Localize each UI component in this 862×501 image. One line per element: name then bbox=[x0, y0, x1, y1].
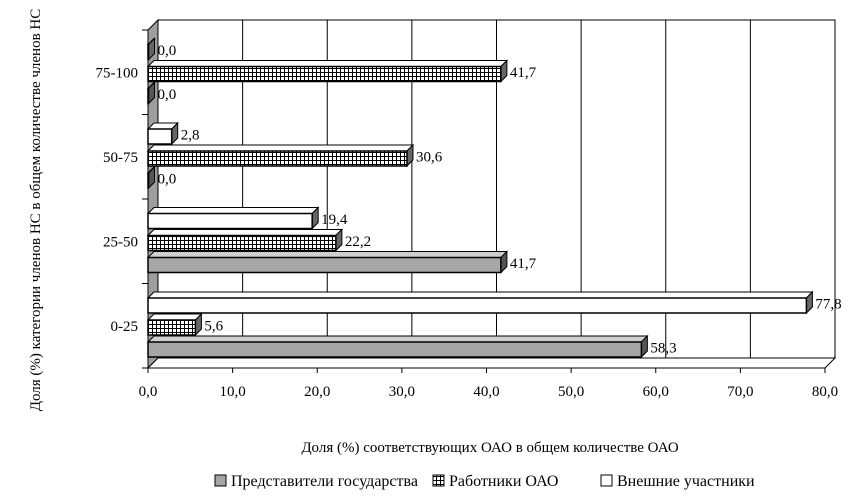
legend-label: Представители государства bbox=[231, 473, 418, 490]
x-tick-label: 20,0 bbox=[304, 384, 330, 400]
bar bbox=[146, 121, 179, 146]
bar bbox=[146, 312, 203, 337]
legend-swatch bbox=[214, 474, 227, 487]
y-tick-label: 0-25 bbox=[111, 319, 139, 335]
y-axis-title: Доля (%) категории членов НС в общем кол… bbox=[28, 9, 44, 412]
data-label: 41,7 bbox=[510, 256, 537, 272]
data-label: 0,0 bbox=[158, 87, 177, 103]
legend-swatch bbox=[600, 474, 613, 487]
x-axis-title: Доля (%) соответствующих ОАО в общем кол… bbox=[301, 440, 678, 456]
bar bbox=[146, 143, 415, 168]
legend: Представители государства Работники ОАО Вн… bbox=[214, 473, 755, 490]
data-label: 41,7 bbox=[510, 65, 537, 81]
x-tick-label: 70,0 bbox=[727, 384, 753, 400]
data-label: 22,2 bbox=[345, 234, 371, 250]
bar bbox=[146, 81, 156, 105]
bar bbox=[146, 165, 156, 190]
bar bbox=[146, 37, 156, 61]
bar bbox=[146, 228, 344, 252]
x-tick-label: 50,0 bbox=[558, 384, 584, 400]
legend-item: Внешние участники bbox=[600, 473, 755, 490]
floor bbox=[146, 357, 837, 369]
y-tick-label: 75-100 bbox=[96, 65, 139, 81]
y-tick-label: 25-50 bbox=[103, 234, 138, 250]
bar bbox=[146, 59, 509, 83]
x-tick-label: 30,0 bbox=[389, 384, 415, 400]
data-label: 5,6 bbox=[204, 319, 223, 335]
legend-swatch bbox=[432, 474, 445, 487]
x-tick-labels: 0,0 10,0 20,0 30,0 40,0 50,0 60,0 70,0 80,0 bbox=[139, 368, 838, 400]
data-label: 19,4 bbox=[321, 212, 348, 228]
legend-label: Работники ОАО bbox=[449, 473, 558, 490]
data-labels: 58,3 5,6 77,8 41,7 22,2 19,4 0,0 30,6 2,8 0,0 41,7… bbox=[158, 43, 842, 357]
data-label: 58,3 bbox=[650, 341, 676, 357]
bar bbox=[146, 290, 814, 315]
legend-item: Представители государства bbox=[214, 473, 418, 490]
y-tick-labels: 0-25 25-50 50-75 75-100 bbox=[96, 29, 148, 369]
bars bbox=[146, 37, 814, 359]
x-tick-label: 40,0 bbox=[473, 384, 499, 400]
x-tick-label: 0,0 bbox=[139, 384, 158, 400]
x-tick-label: 60,0 bbox=[643, 384, 669, 400]
data-label: 0,0 bbox=[158, 172, 177, 188]
legend-item: Работники ОАО bbox=[432, 473, 558, 490]
x-tick-label: 10,0 bbox=[220, 384, 246, 400]
bar bbox=[146, 250, 509, 274]
bar bbox=[146, 334, 649, 359]
data-label: 0,0 bbox=[158, 43, 177, 59]
x-tick-label: 80,0 bbox=[812, 384, 838, 400]
data-label: 2,8 bbox=[181, 128, 200, 144]
data-label: 77,8 bbox=[815, 297, 841, 313]
data-label: 30,6 bbox=[416, 150, 443, 166]
legend-label: Внешние участники bbox=[617, 473, 755, 490]
y-tick-label: 50-75 bbox=[103, 150, 138, 166]
bar bbox=[146, 206, 320, 230]
